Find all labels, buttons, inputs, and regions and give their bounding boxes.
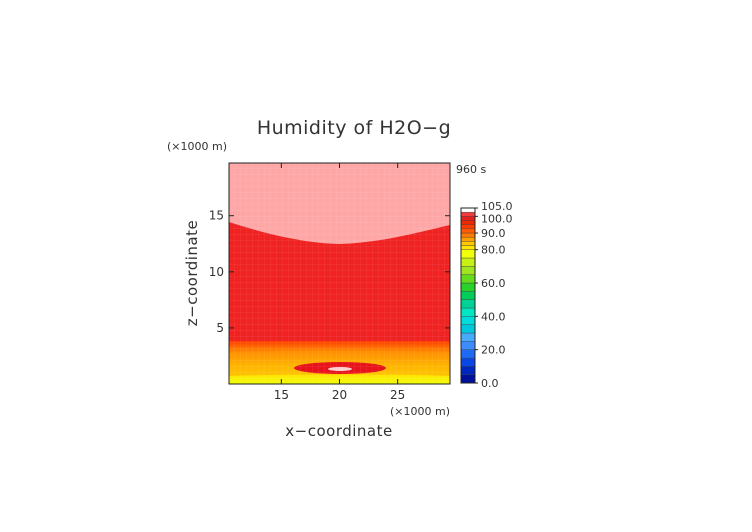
x-axis-label: x−coordinate — [285, 422, 392, 440]
colorbar-tick-label: 100.0 — [481, 212, 513, 225]
colorbar-swatch — [460, 341, 476, 350]
colorbar-tick-label: 20.0 — [481, 344, 506, 357]
colorbar-swatch — [460, 249, 476, 259]
y-axis: 5 10 15 — [209, 209, 450, 335]
time-label: 960 s — [456, 163, 486, 176]
colorbar-swatch — [460, 211, 476, 217]
colorbar-swatch — [460, 245, 476, 250]
colorbar-tick-label: 40.0 — [481, 310, 506, 323]
colorbar-swatch — [460, 299, 476, 309]
colorbar-swatch — [460, 228, 476, 234]
x-axis-unit: (×1000 m) — [390, 405, 450, 418]
colorbar-swatch — [460, 257, 476, 267]
colorbar-swatch — [460, 224, 476, 230]
colorbar-swatch — [460, 291, 476, 300]
colorbar-swatch — [460, 374, 476, 384]
y-tick-label: 15 — [209, 209, 224, 223]
x-tick-label: 20 — [332, 388, 347, 402]
colorbar-swatch — [460, 216, 476, 221]
x-axis: 15 20 25 — [274, 163, 405, 402]
y-tick-label: 5 — [216, 321, 224, 335]
colorbar-tick-label: 105.0 — [481, 200, 513, 213]
colorbar-tick-label: 80.0 — [481, 244, 506, 257]
colorbar-tick-label: 0.0 — [481, 377, 499, 390]
colorbar-swatch — [460, 236, 476, 242]
colorbar-swatch — [460, 349, 476, 359]
colorbar-swatch — [460, 274, 476, 284]
colorbar-swatch — [460, 324, 476, 334]
colorbar-swatch — [460, 266, 476, 275]
chart-title: Humidity of H2O−g — [257, 117, 451, 139]
colorbar-swatch — [460, 241, 476, 246]
x-tick-label: 25 — [390, 388, 405, 402]
colorbar-tick-label: 90.0 — [481, 227, 506, 240]
colorbar-swatch — [460, 282, 476, 292]
colorbar-swatch — [460, 307, 476, 317]
x-tick-label: 15 — [274, 388, 289, 402]
colorbar-frame — [460, 207, 476, 384]
colorbar-swatch — [460, 357, 476, 367]
y-tick-label: 10 — [209, 265, 224, 279]
y-axis-label: z−coordinate — [183, 220, 201, 326]
colorbar-swatch — [460, 220, 476, 225]
grid-overlay — [229, 163, 450, 384]
colorbar-tick-label: 60.0 — [481, 277, 506, 290]
colorbar-swatch — [460, 332, 476, 342]
plot-area — [229, 163, 450, 384]
colorbar-swatch — [460, 316, 476, 325]
colorbar-swatch — [460, 366, 476, 375]
colorbar-swatch — [460, 207, 476, 213]
y-axis-unit: (×1000 m) — [167, 140, 227, 153]
colorbar-swatch — [460, 232, 476, 238]
